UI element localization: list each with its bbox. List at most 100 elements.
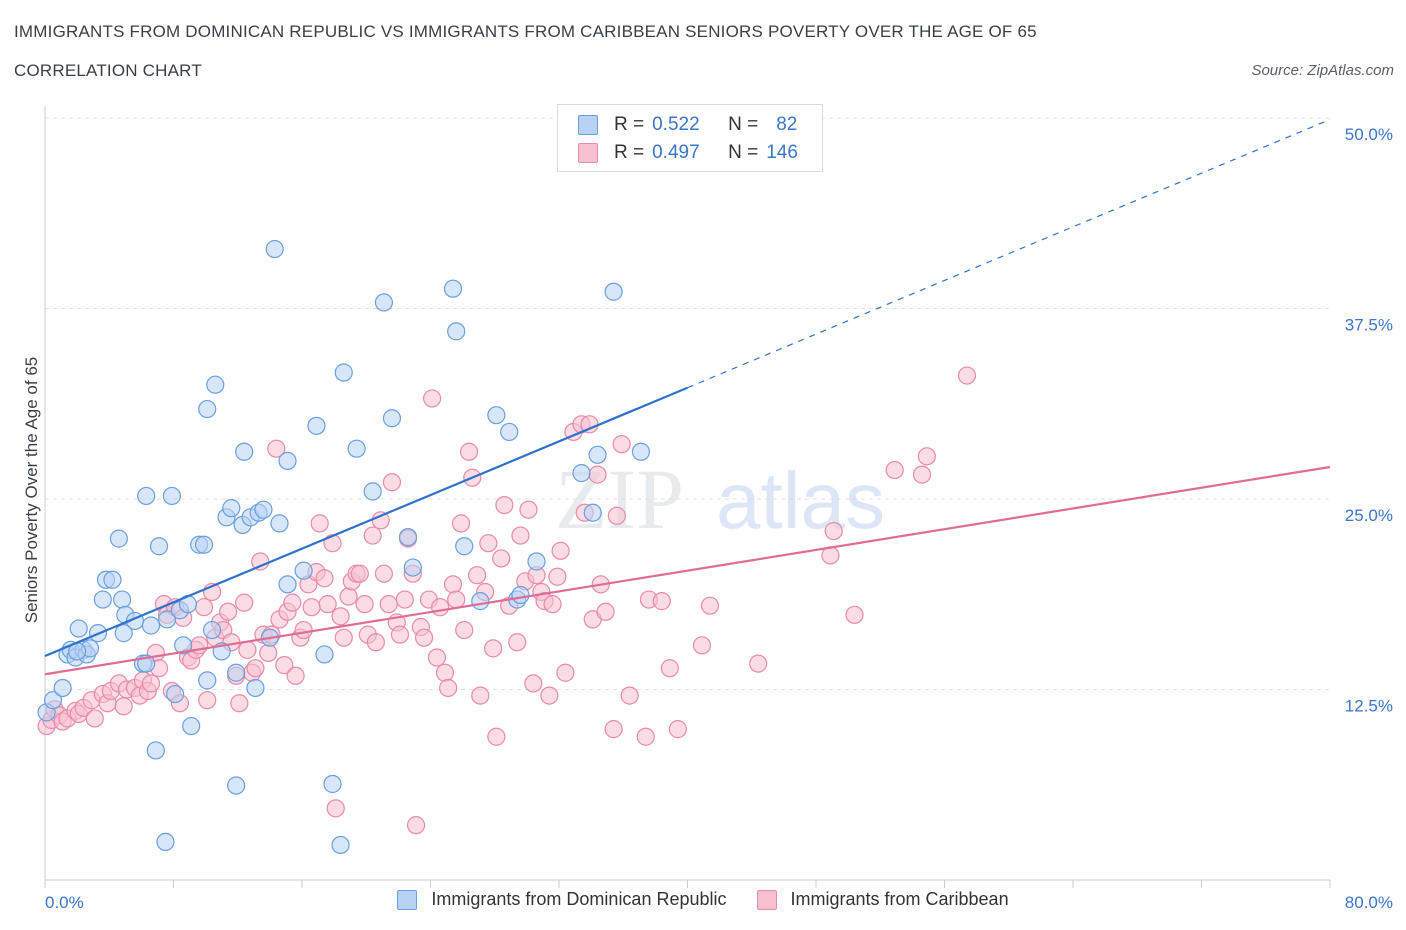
caribbean-point	[379, 595, 398, 614]
caribbean-point	[323, 534, 342, 553]
caribbean-point	[363, 526, 382, 545]
caribbean-point	[467, 566, 487, 585]
watermark-atlas: atlas	[716, 456, 885, 545]
dominican-point	[227, 663, 246, 682]
caribbean-point	[390, 625, 410, 644]
dominican-point	[93, 590, 112, 609]
source-credit: Source: ZipAtlas.com	[1251, 62, 1394, 79]
y-tick-label: 12.5%	[1345, 697, 1393, 716]
dominican-point	[447, 322, 466, 341]
legend-r-value: 0.497	[652, 142, 700, 163]
caribbean-point	[230, 694, 249, 713]
legend-swatch-caribbean	[578, 143, 598, 163]
dominican-point	[270, 514, 289, 533]
dominican-point	[511, 585, 530, 605]
dominican-point	[206, 375, 225, 394]
legend-swatch-dominican	[578, 115, 598, 135]
caribbean-point	[668, 720, 687, 739]
caribbean-point	[492, 549, 511, 568]
caribbean-point	[451, 514, 471, 533]
caribbean-point	[543, 595, 562, 614]
legend-item-dominican: Immigrants from Dominican Republic	[397, 889, 727, 910]
caribbean-point	[318, 595, 337, 614]
dominican-point	[294, 561, 313, 580]
caribbean-point	[310, 514, 329, 533]
caribbean-point	[885, 460, 904, 480]
caribbean-point	[427, 648, 447, 667]
y-tick-label: 25.0%	[1345, 506, 1393, 525]
legend-n-value: 146	[766, 142, 798, 163]
legend-swatch-dominican	[397, 889, 418, 910]
caribbean-point	[85, 709, 104, 728]
trend-line-caribbean	[44, 465, 1331, 676]
dominican-point	[198, 671, 217, 690]
tick-labels: 12.5% 25.0% 37.5% 50.0% 0.0% 80.0%	[45, 125, 1393, 912]
dominican-point	[403, 558, 422, 577]
caribbean-point	[607, 506, 626, 525]
watermark-zip: ZIP	[555, 451, 684, 547]
legend-r-label: R =	[614, 142, 645, 163]
legend-r-label: R =	[614, 114, 645, 135]
dominican-point	[112, 590, 132, 609]
trend-lines	[44, 118, 1331, 676]
caribbean-point	[219, 602, 238, 621]
dominican-point	[278, 451, 297, 470]
dominican-point	[588, 445, 607, 464]
caribbean-point	[596, 602, 615, 621]
dominican-point	[198, 399, 217, 419]
series-dominican-points	[37, 239, 651, 855]
caribbean-point	[439, 678, 458, 698]
caribbean-point	[286, 666, 305, 685]
caribbean-point	[238, 640, 257, 659]
dominican-point	[149, 537, 169, 556]
caribbean-point	[957, 366, 977, 385]
caribbean-point	[511, 526, 530, 545]
caribbean-point	[455, 620, 474, 640]
correlation-legend: R = 0.522 N = 82 R = 0.497 N = 146	[557, 104, 823, 172]
dominican-point	[162, 486, 181, 506]
legend-label-dominican: Immigrants from Dominican Republic	[431, 889, 727, 909]
caribbean-point	[443, 575, 463, 594]
caribbean-point	[459, 442, 479, 461]
caribbean-point	[414, 628, 434, 647]
caribbean-point	[331, 607, 350, 626]
caribbean-point	[315, 569, 334, 588]
dominican-point	[583, 503, 602, 522]
caribbean-point	[366, 633, 385, 652]
dominican-point	[202, 620, 222, 640]
caribbean-point	[692, 636, 712, 655]
dominican-point	[43, 691, 63, 710]
caribbean-point	[660, 659, 679, 678]
caribbean-point	[141, 674, 161, 693]
dominican-point	[182, 716, 201, 736]
caribbean-point	[524, 674, 543, 693]
dominican-point	[174, 636, 193, 655]
caribbean-point	[423, 389, 442, 408]
dominican-point	[500, 422, 519, 442]
caribbean-point	[700, 596, 720, 615]
caribbean-point	[246, 659, 265, 678]
caribbean-point	[431, 598, 450, 617]
dominican-point	[254, 500, 273, 519]
caribbean-point	[326, 799, 345, 818]
caribbean-point	[334, 628, 353, 647]
dominican-point	[374, 293, 394, 312]
dominican-point	[572, 463, 591, 483]
series-legend: Immigrants from Dominican Republic Immig…	[0, 889, 1406, 910]
caribbean-point	[382, 473, 402, 492]
legend-n-label: N =	[728, 142, 759, 163]
caribbean-point	[495, 495, 514, 515]
dominican-point	[604, 282, 623, 301]
dominican-point	[222, 499, 241, 518]
caribbean-point	[339, 587, 358, 606]
caribbean-point	[556, 663, 575, 682]
dominican-point	[527, 552, 546, 571]
caribbean-point	[912, 465, 932, 484]
caribbean-point	[845, 605, 864, 624]
dominican-point	[194, 535, 214, 554]
caribbean-point	[548, 567, 567, 586]
caribbean-point	[487, 727, 506, 746]
caribbean-point	[612, 435, 631, 454]
caribbean-point	[824, 521, 843, 541]
trend-line-dominican-extension	[687, 118, 1331, 389]
